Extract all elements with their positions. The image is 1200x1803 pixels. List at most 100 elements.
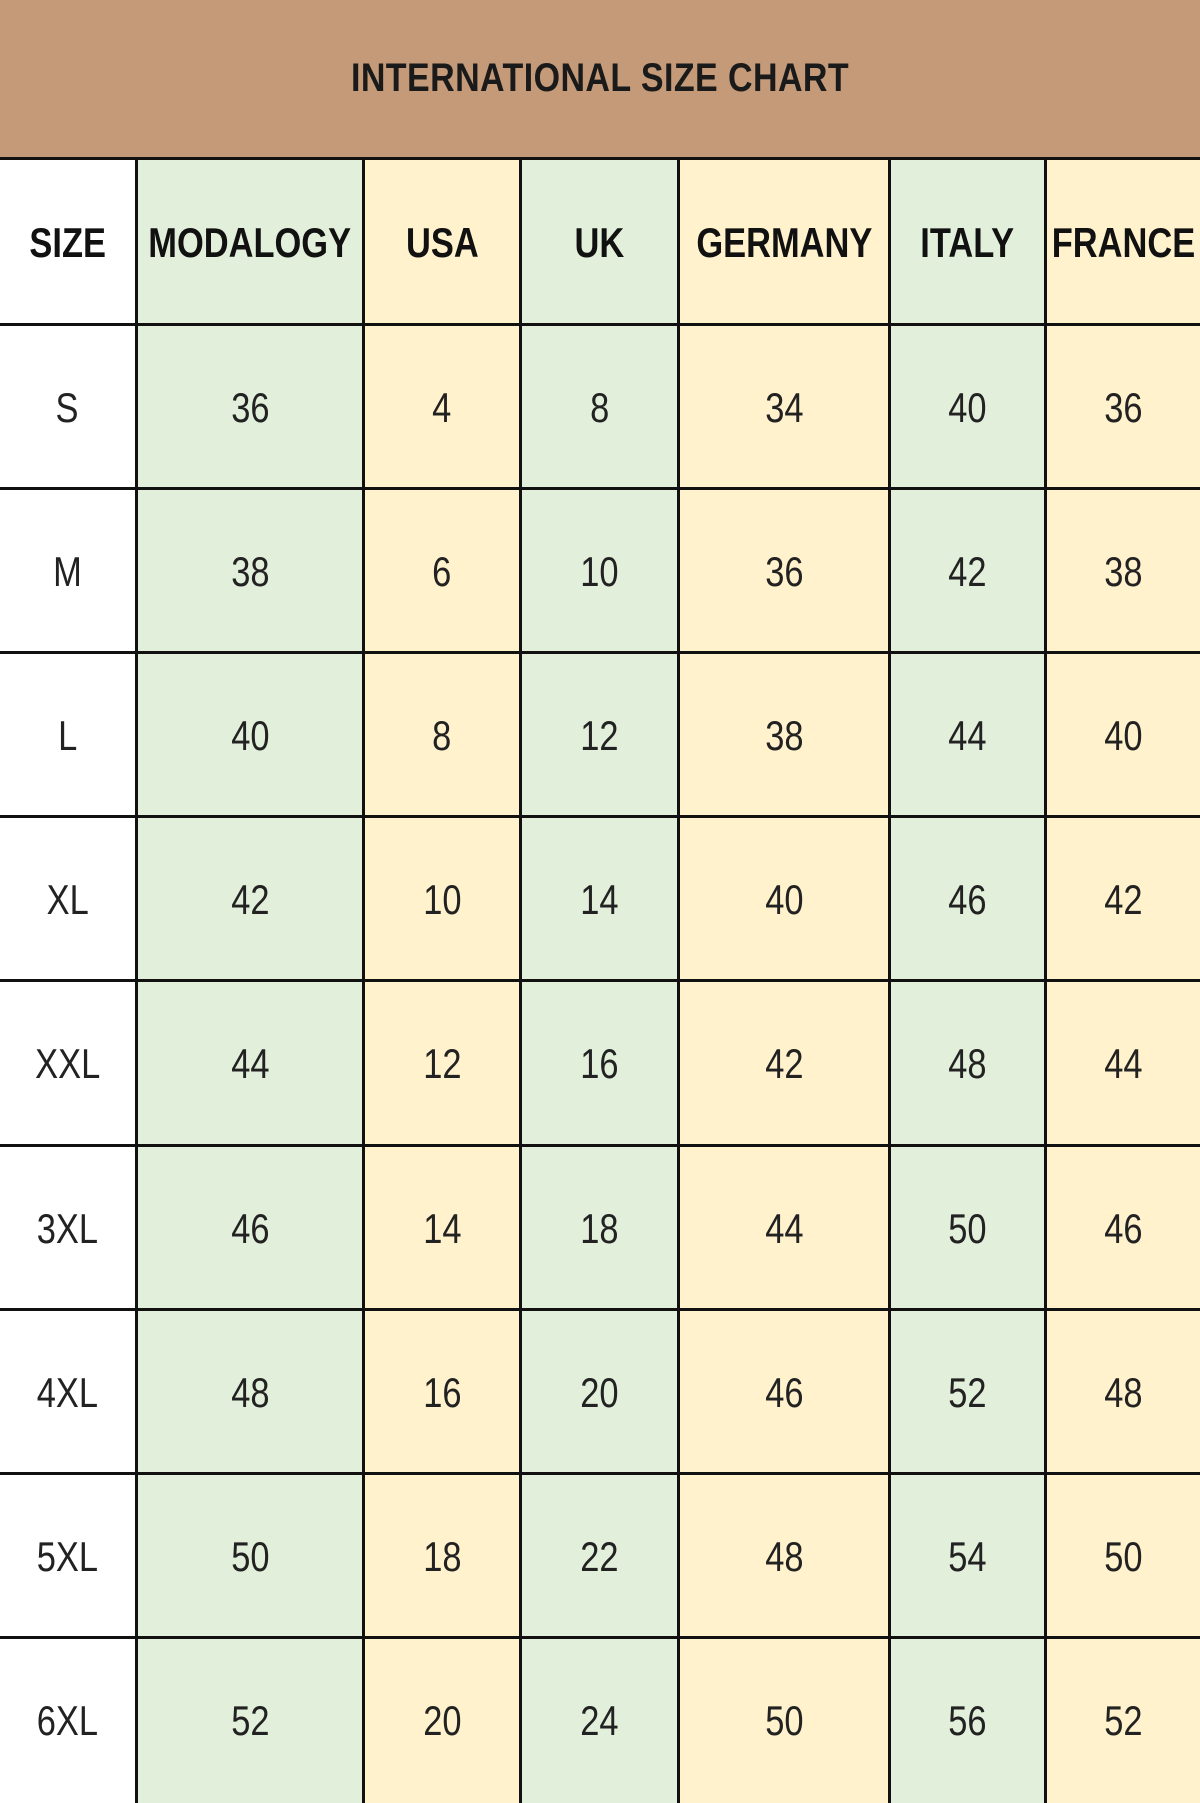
cell-text: M xyxy=(53,548,82,596)
cell-text: MODALOGY xyxy=(148,219,352,266)
cell-text: SIZE xyxy=(29,219,106,266)
cell-text: 54 xyxy=(948,1532,987,1580)
table-cell: 10 xyxy=(365,815,522,983)
table-cell: 14 xyxy=(522,815,680,983)
title-banner: INTERNATIONAL SIZE CHART xyxy=(0,0,1200,157)
cell-text: 48 xyxy=(948,1040,987,1088)
column-header-uk: UK xyxy=(522,157,680,326)
table-cell: 12 xyxy=(365,979,522,1147)
table-cell: 4 xyxy=(365,323,522,491)
table-cell: L xyxy=(0,651,138,819)
cell-text: 16 xyxy=(580,1040,619,1088)
table-cell: M xyxy=(0,487,138,655)
table-cell: 18 xyxy=(365,1471,522,1639)
column-header-modalogy: MODALOGY xyxy=(138,157,365,326)
column-header-usa: USA xyxy=(365,157,522,326)
table-cell: 8 xyxy=(522,323,680,491)
cell-text: 38 xyxy=(230,548,270,596)
table-cell: 46 xyxy=(891,815,1047,983)
table-cell: 22 xyxy=(522,1471,680,1639)
table-cell: 14 xyxy=(365,1143,522,1311)
cell-text: 20 xyxy=(580,1368,619,1416)
cell-text: 46 xyxy=(1104,1204,1143,1252)
table-cell: 42 xyxy=(138,815,365,983)
table-cell: 44 xyxy=(1047,979,1200,1147)
column-header-italy: ITALY xyxy=(891,157,1047,326)
cell-text: 12 xyxy=(580,712,619,760)
table-cell: 54 xyxy=(891,1471,1047,1639)
table-cell: 44 xyxy=(891,651,1047,819)
table-cell: 12 xyxy=(522,651,680,819)
cell-text: 46 xyxy=(230,1204,270,1252)
table-cell: 6XL xyxy=(0,1635,138,1803)
cell-text: 34 xyxy=(764,384,804,432)
table-cell: 44 xyxy=(138,979,365,1147)
table-cell: 48 xyxy=(680,1471,891,1639)
cell-text: 36 xyxy=(1104,384,1143,432)
cell-text: 20 xyxy=(422,1696,462,1744)
cell-text: 10 xyxy=(422,876,462,924)
table-cell: 42 xyxy=(680,979,891,1147)
table-cell: 4XL xyxy=(0,1307,138,1475)
cell-text: FRANCE xyxy=(1051,219,1196,266)
table-cell: 50 xyxy=(680,1635,891,1803)
table-cell: 36 xyxy=(1047,323,1200,491)
cell-text: 56 xyxy=(948,1696,987,1744)
cell-text: 14 xyxy=(422,1204,462,1252)
table-cell: 20 xyxy=(365,1635,522,1803)
cell-text: L xyxy=(57,712,78,760)
cell-text: 18 xyxy=(580,1204,619,1252)
table-cell: 40 xyxy=(680,815,891,983)
table-cell: 36 xyxy=(680,487,891,655)
table-cell: 16 xyxy=(522,979,680,1147)
cell-text: 38 xyxy=(764,712,804,760)
cell-text: 18 xyxy=(422,1532,462,1580)
table-cell: 40 xyxy=(891,323,1047,491)
cell-text: 4XL xyxy=(36,1368,99,1416)
table-cell: 42 xyxy=(1047,815,1200,983)
cell-text: 44 xyxy=(764,1204,804,1252)
cell-text: 22 xyxy=(580,1532,619,1580)
cell-text: 48 xyxy=(230,1368,270,1416)
cell-text: 40 xyxy=(948,384,987,432)
table-cell: 48 xyxy=(138,1307,365,1475)
table-cell: 36 xyxy=(138,323,365,491)
cell-text: UK xyxy=(574,219,625,266)
cell-text: 44 xyxy=(948,712,987,760)
cell-text: S xyxy=(56,384,79,432)
cell-text: 4 xyxy=(432,384,452,432)
table-cell: 24 xyxy=(522,1635,680,1803)
table-cell: 38 xyxy=(1047,487,1200,655)
table-cell: 6 xyxy=(365,487,522,655)
cell-text: 8 xyxy=(589,384,610,432)
cell-text: 38 xyxy=(1104,548,1143,596)
cell-text: 42 xyxy=(764,1040,804,1088)
cell-text: 50 xyxy=(230,1532,270,1580)
table-cell: 52 xyxy=(891,1307,1047,1475)
table-cell: 10 xyxy=(522,487,680,655)
table-cell: 52 xyxy=(138,1635,365,1803)
cell-text: 40 xyxy=(230,712,270,760)
table-cell: XXL xyxy=(0,979,138,1147)
table-cell: 48 xyxy=(891,979,1047,1147)
cell-text: ITALY xyxy=(920,219,1015,266)
table-cell: 52 xyxy=(1047,1635,1200,1803)
table-cell: 5XL xyxy=(0,1471,138,1639)
table-cell: 18 xyxy=(522,1143,680,1311)
chart-title: INTERNATIONAL SIZE CHART xyxy=(350,56,850,100)
cell-text: XL xyxy=(46,876,89,924)
cell-text: GERMANY xyxy=(695,219,873,266)
table-cell: 50 xyxy=(1047,1471,1200,1639)
column-header-germany: GERMANY xyxy=(680,157,891,326)
cell-text: 44 xyxy=(1104,1040,1143,1088)
table-cell: 34 xyxy=(680,323,891,491)
cell-text: 36 xyxy=(230,384,270,432)
table-cell: 20 xyxy=(522,1307,680,1475)
cell-text: 46 xyxy=(764,1368,804,1416)
cell-text: 52 xyxy=(1104,1696,1143,1744)
size-table: SIZE MODALOGY USA UK GERMANY ITALY FRANCE S 36 4 8… xyxy=(0,157,1200,1803)
cell-text: 44 xyxy=(230,1040,270,1088)
cell-text: 16 xyxy=(422,1368,462,1416)
cell-text: 48 xyxy=(764,1532,804,1580)
cell-text: XXL xyxy=(34,1040,101,1088)
